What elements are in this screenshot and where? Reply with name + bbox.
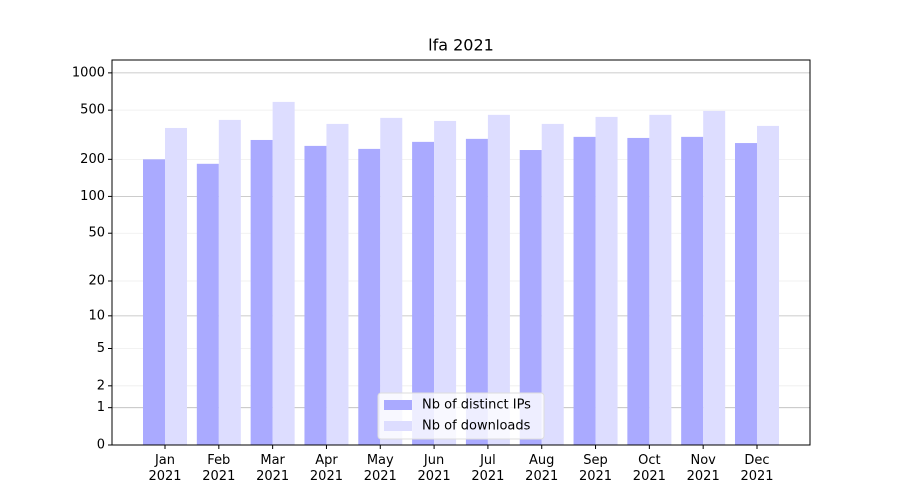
bar	[681, 136, 704, 445]
y-tick-label: 1	[97, 400, 105, 415]
bar	[380, 117, 403, 446]
legend: Nb of distinct IPs Nb of downloads	[377, 392, 545, 440]
bar	[703, 110, 726, 446]
bar	[304, 145, 327, 445]
chart-title: lfa 2021	[428, 36, 494, 55]
x-tick-label: Mar 2021	[256, 453, 290, 484]
y-tick-label: 2	[97, 378, 105, 393]
y-tick-label: 20	[88, 274, 105, 289]
bar	[595, 116, 618, 446]
bar	[734, 143, 757, 445]
legend-swatch	[384, 400, 412, 410]
bar	[649, 114, 672, 446]
x-tick-label: May 2021	[363, 453, 397, 484]
y-tick-label: 100	[80, 189, 105, 204]
legend-label: Nb of distinct IPs	[422, 398, 531, 413]
bar	[434, 120, 457, 446]
bar	[326, 123, 349, 446]
legend-swatch	[384, 421, 412, 431]
bar	[573, 136, 596, 445]
bar	[541, 123, 564, 446]
y-tick-label: 5	[97, 341, 105, 356]
bar	[756, 125, 779, 446]
bar	[412, 141, 435, 445]
y-tick-label: 50	[88, 226, 105, 241]
bar	[250, 139, 273, 446]
y-tick-label: 1000	[72, 65, 105, 80]
y-tick-label: 200	[80, 152, 105, 167]
bar	[465, 138, 488, 446]
x-tick-label: Jan 2021	[148, 453, 182, 484]
bar	[272, 101, 295, 445]
legend-box	[377, 392, 545, 440]
x-tick-label: Feb 2021	[202, 453, 236, 484]
bar	[218, 119, 241, 446]
bar	[143, 159, 166, 446]
legend-label: Nb of downloads	[422, 419, 531, 434]
bar	[165, 127, 188, 446]
bar	[487, 114, 510, 446]
x-tick-label: Nov 2021	[686, 453, 720, 484]
x-tick-label: Sep 2021	[578, 453, 613, 484]
x-tick-label: Apr 2021	[309, 453, 343, 484]
y-tick-label: 10	[88, 308, 105, 323]
x-tick-label: Jul 2021	[471, 453, 505, 484]
x-tick-label: Jun 2021	[417, 453, 451, 484]
x-tick-label: Aug 2021	[525, 453, 559, 484]
bar	[358, 148, 381, 445]
bar	[196, 163, 219, 445]
x-tick-label: Oct 2021	[632, 453, 666, 484]
plot-frame	[111, 59, 811, 446]
y-tick-label: 500	[80, 103, 105, 118]
y-tick-label: 0	[97, 438, 105, 453]
bar	[519, 150, 542, 445]
bar	[627, 137, 650, 445]
x-tick-label: Dec 2021	[740, 453, 774, 484]
